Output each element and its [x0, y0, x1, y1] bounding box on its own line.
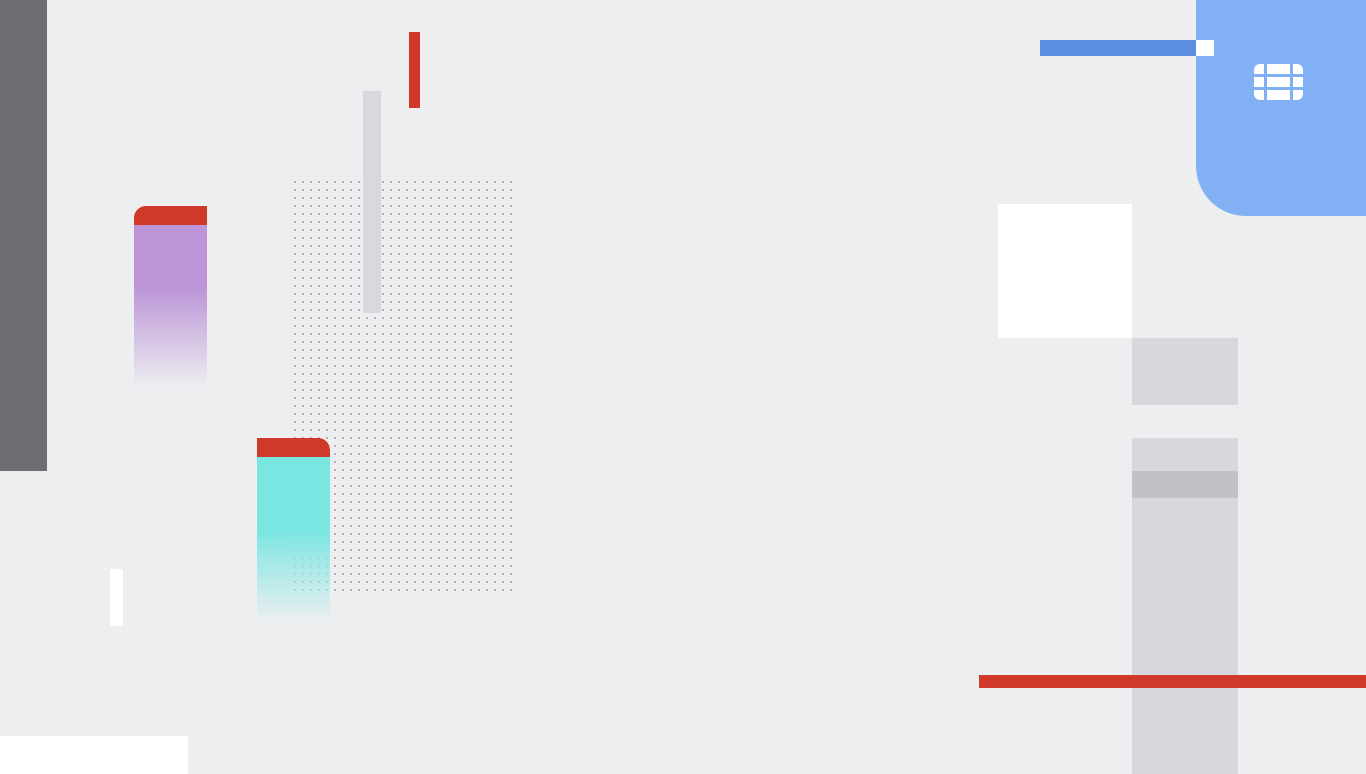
white-square-block — [998, 204, 1132, 338]
dark-vertical-bar — [0, 0, 47, 471]
blue-corner-tile — [1196, 0, 1366, 216]
purple-block-red-cap — [134, 206, 207, 225]
fortinet-grid-logo-icon — [1254, 64, 1303, 100]
purple-gradient-block — [134, 206, 207, 406]
grey-square-block — [1132, 338, 1238, 405]
purple-block-body — [134, 225, 207, 406]
logo-cells — [1254, 64, 1303, 100]
white-notch — [1196, 40, 1214, 56]
teal-block-body — [257, 457, 330, 640]
red-horizontal-line — [979, 675, 1366, 688]
grey-column-band — [1132, 471, 1238, 498]
teal-block-red-cap — [257, 438, 330, 457]
grey-vertical-bar — [363, 91, 381, 313]
blue-horizontal-line — [1040, 40, 1198, 56]
red-vertical-tick — [409, 32, 420, 108]
white-bottom-left-block — [0, 736, 188, 774]
teal-gradient-block — [257, 438, 330, 640]
white-vertical-tick — [110, 569, 123, 626]
